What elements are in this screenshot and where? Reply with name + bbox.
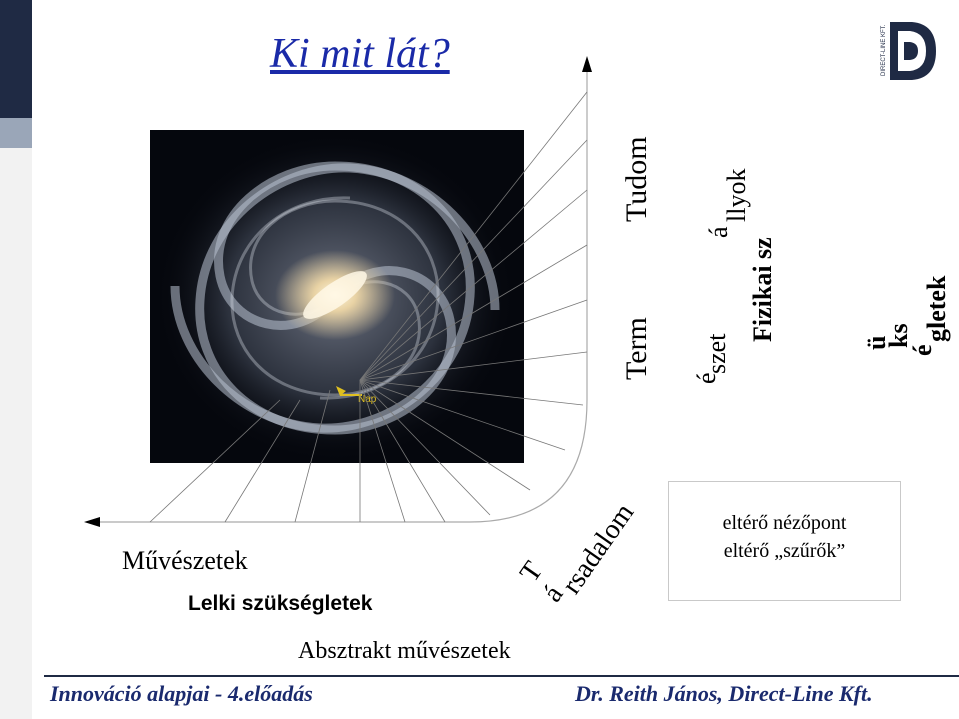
sun-marker-label: Nap (358, 394, 377, 405)
label-lelki-szuksegletek: Lelki szükségletek (188, 592, 373, 615)
label-allyok-accent: á (704, 226, 733, 238)
label-eszet: szet (702, 333, 731, 374)
footer-course: Innováció alapjai - 4.előadás (50, 681, 313, 706)
slide-title: Ki mit lát? (270, 31, 450, 77)
footer-divider (44, 675, 959, 677)
viewpoint-line-2: eltérő „szűrők” (723, 540, 846, 562)
label-tudom: Tudom (620, 136, 653, 222)
footer-author: Dr. Reith János, Direct-Line Kft. (575, 681, 873, 706)
sidebar-mid-block (0, 118, 32, 148)
label-gletek: gletek (922, 275, 951, 342)
galaxy-image: Nap (150, 130, 524, 463)
label-eszet-accent: é (692, 372, 721, 384)
direct-line-logo-icon: DIRECT-LINE KFT. (881, 22, 936, 80)
label-gletek-accent: é (908, 344, 937, 356)
logo-text: DIRECT-LINE KFT. (881, 24, 887, 76)
vertical-arrow-icon (582, 56, 592, 72)
left-sidebar (0, 0, 32, 719)
viewpoint-box: eltérő nézőpont eltérő „szűrők” (668, 481, 901, 601)
sidebar-light-block (0, 148, 32, 719)
viewpoint-line-1: eltérő nézőpont (722, 512, 847, 534)
label-absztrakt-muveszetek: Absztrakt művészetek (298, 638, 511, 664)
label-fizikai: Fizikai sz (748, 237, 777, 342)
label-allyok: llyok (722, 168, 751, 222)
label-muveszetek: Művészetek (122, 546, 248, 575)
sidebar-dark-block (0, 0, 32, 118)
horizontal-arrow-icon (84, 517, 100, 527)
label-term: Term (620, 317, 653, 380)
